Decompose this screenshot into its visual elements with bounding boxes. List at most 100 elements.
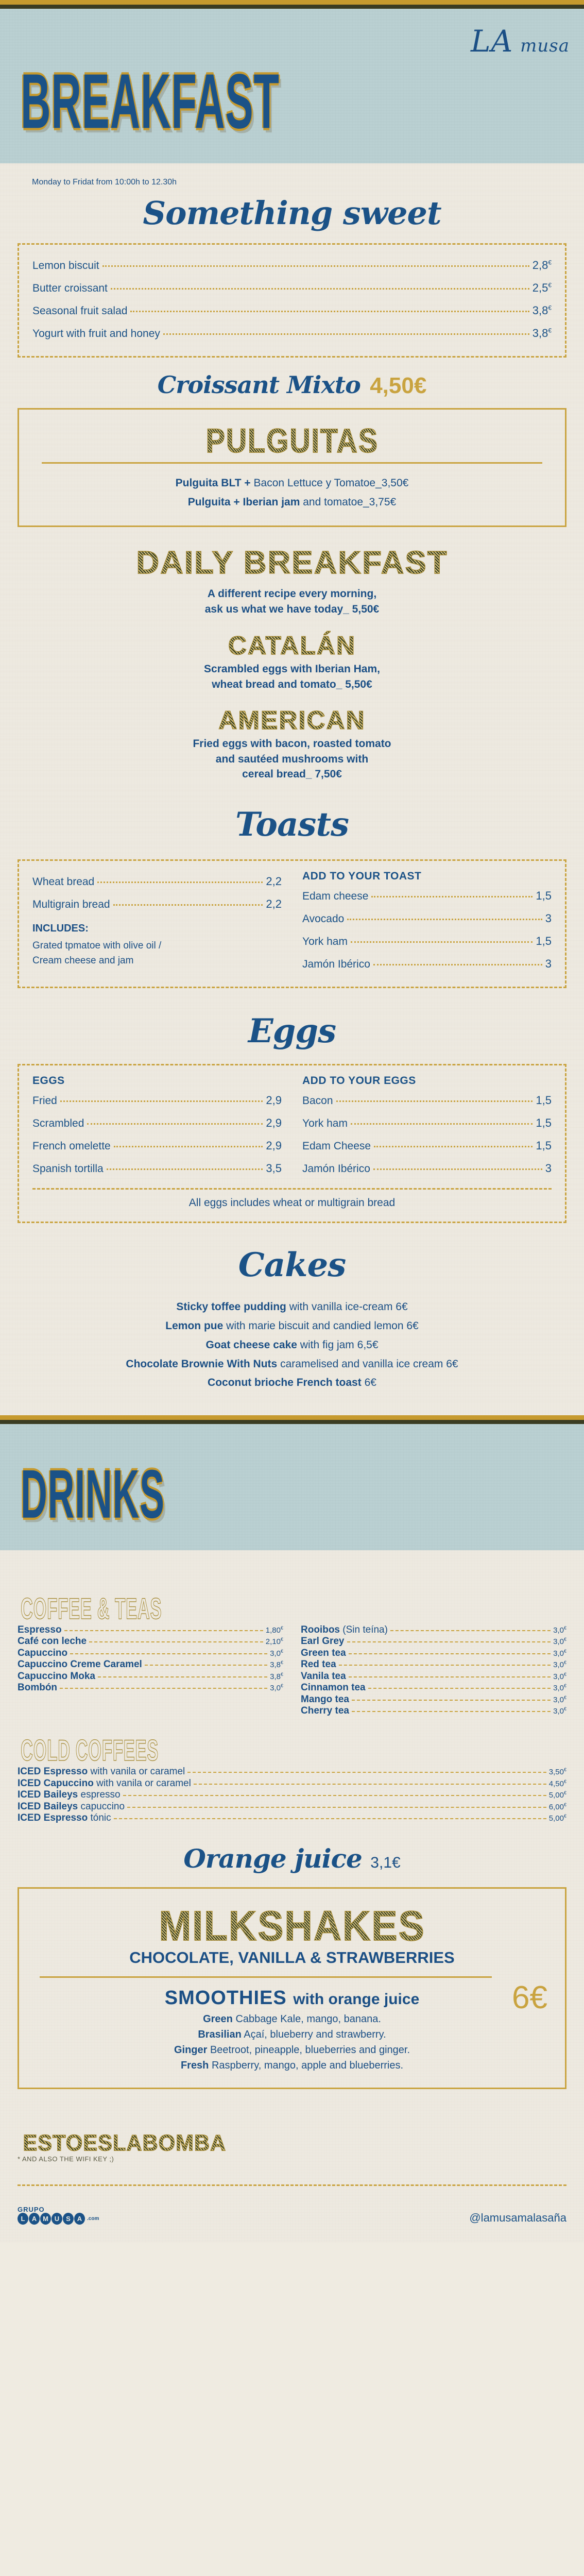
drinks-dark-rule	[0, 1420, 584, 1425]
list-item: Pulguita BLT + Bacon Lettuce y Tomatoe_3…	[32, 474, 552, 493]
milkshakes-divider	[40, 1976, 492, 1978]
logo-l: L	[471, 24, 491, 59]
list-item: ICED Baileys capuccino 6,00€	[18, 1801, 566, 1812]
teas-col: Rooibos (Sin teína) 3,0€ Earl Grey 3,0€ …	[301, 1624, 566, 1717]
list-item: Espresso 1,80€	[18, 1624, 283, 1636]
catalan-line-1: Scrambled eggs with Iberian Ham,	[204, 663, 380, 675]
item-name: ICED Capuccino with vanila or caramel	[18, 1777, 191, 1789]
item-name-bold: Lemon pue	[165, 1320, 224, 1332]
leader-dashes	[351, 1699, 551, 1701]
item-name: ICED Baileys espresso	[18, 1789, 121, 1801]
badge-s: S	[63, 2213, 74, 2225]
item-price: 2,2	[266, 897, 282, 911]
american-line-2: and sautéed mushrooms with	[215, 753, 369, 765]
item-price: 5,00€	[548, 1790, 566, 1800]
list-item: Café con leche 2,10€	[18, 1636, 283, 1647]
item-price: 3,0€	[553, 1660, 566, 1670]
item-price: 3,0€	[553, 1648, 566, 1658]
item-name: Fried	[32, 1095, 57, 1107]
eggs-left-col: EGGS Fried 2,9 Scrambled 2,9 French omel…	[32, 1075, 282, 1180]
item-price: 3,0€	[270, 1648, 283, 1658]
item-name: ICED Espresso with vanila or caramel	[18, 1766, 185, 1777]
american-heading: American	[0, 692, 584, 736]
list-item: Capuccino Creme Caramel 3,8€	[18, 1659, 283, 1670]
list-item: Chocolate Brownie With Nuts caramelised …	[0, 1355, 584, 1374]
item-name-bold: Pulguita BLT +	[175, 477, 251, 489]
toasts-right-col: ADD TO YOUR TOAST Edam cheese 1,5 Avocad…	[302, 870, 552, 975]
item-price: 2,9	[266, 1116, 282, 1130]
list-item: Bacon 1,5	[302, 1089, 552, 1112]
daily-line-2: ask us what we have today_ 5,50€	[204, 603, 380, 615]
grupo-lamusa-logo[interactable]: GRUPO L A M U S A .com	[18, 2207, 99, 2225]
badge-l: L	[18, 2213, 28, 2225]
list-item: ICED Espresso tónic 5,00€	[18, 1812, 566, 1824]
leader-dots	[110, 288, 529, 290]
item-name-bold: Brasilian	[198, 2029, 242, 2041]
item-name: Capuccino Moka	[18, 1670, 95, 1682]
leader-dashes	[127, 1806, 546, 1808]
item-name: Rooibos (Sin teína)	[301, 1624, 388, 1636]
add-to-toast-header: ADD TO YOUR TOAST	[302, 870, 422, 883]
item-name: Green tea	[301, 1647, 346, 1658]
american-title: American	[218, 705, 366, 735]
list-item: Avocado 3	[302, 907, 552, 930]
drinks-header-band	[0, 1424, 584, 1551]
list-item: Edam cheese 1,5	[302, 885, 552, 907]
item-name: Lemon biscuit	[32, 260, 99, 272]
item-name: York ham	[302, 936, 348, 948]
item-price: 3,8€	[270, 1660, 283, 1670]
list-item: Jamón Ibérico 3	[302, 953, 552, 975]
item-price: 1,5	[536, 1094, 552, 1107]
includes-line: Cream cheese and jam	[32, 955, 134, 966]
list-item: York ham 1,5	[302, 930, 552, 953]
footer-bottom: GRUPO L A M U S A .com @lamusamalasaña	[18, 2186, 566, 2242]
item-name: Butter croissant	[32, 282, 108, 294]
leader-dashes	[89, 1641, 263, 1643]
item-price: 1,5	[536, 889, 552, 903]
cold-coffees-title-wrap: COLD COFFEES	[18, 1733, 566, 1767]
item-name: Yogurt with fruit and honey	[32, 328, 160, 340]
item-price: 3,0€	[553, 1637, 566, 1647]
list-item: Vanila tea 3,0€	[301, 1671, 566, 1682]
catalan-heading: Catalán	[0, 617, 584, 662]
item-name: Red tea	[301, 1659, 336, 1670]
drinks-body: Drinks COFFEE & TEAS Espresso 1,80€ Café…	[0, 1461, 584, 2243]
item-name-bold: Coconut brioche French toast	[208, 1377, 362, 1389]
list-item: Earl Grey 3,0€	[301, 1636, 566, 1647]
item-price: 4,50€	[548, 1778, 566, 1788]
item-price: 5,00€	[548, 1813, 566, 1823]
list-item: Rooibos (Sin teína) 3,0€	[301, 1624, 566, 1636]
smoothies-title: SMOOTHIES	[164, 1987, 287, 2009]
something-sweet-box: Lemon biscuit 2,8€ Butter croissant 2,5€…	[18, 243, 566, 358]
list-item: Green Cabbage Kale, mango, banana.	[30, 2011, 554, 2027]
item-name: Capuccino Creme Caramel	[18, 1659, 142, 1670]
eggs-box: EGGS Fried 2,9 Scrambled 2,9 French omel…	[18, 1064, 566, 1224]
leader-dashes	[144, 1665, 268, 1666]
croissant-mixto-row: Croissant Mixto 4,50€	[0, 358, 584, 408]
item-name: Spanish tortilla	[32, 1163, 104, 1175]
item-price: 6,00€	[548, 1802, 566, 1811]
list-item: Scrambled 2,9	[32, 1112, 282, 1134]
leader-dots	[113, 904, 263, 906]
instagram-handle[interactable]: @lamusamalasaña	[469, 2211, 566, 2225]
item-name: Multigrain bread	[32, 899, 110, 911]
item-price: 2,8€	[532, 259, 552, 272]
pulguitas-items: Pulguita BLT + Bacon Lettuce y Tomatoe_3…	[32, 474, 552, 512]
smoothies-heading: SMOOTHIES with orange juice	[30, 1987, 554, 2009]
croissant-mixto-label: Croissant Mixto	[157, 371, 361, 399]
item-price: 2,9	[266, 1094, 282, 1107]
pulguitas-title-wrap: PULGUITAS	[32, 421, 552, 460]
lamusa-badges: L A M U S A .com	[18, 2213, 99, 2225]
leader-dots	[350, 941, 533, 943]
item-price: 3,0€	[553, 1683, 566, 1693]
item-desc: Cabbage Kale, mango, banana.	[232, 2013, 381, 2025]
toasts-title: Toasts	[235, 805, 349, 844]
item-desc: Raspberry, mango, apple and blueberries.	[209, 2060, 404, 2072]
item-name: French omelette	[32, 1140, 111, 1153]
leader-dots	[374, 1146, 533, 1148]
list-item: Cherry tea 3,0€	[301, 1705, 566, 1717]
top-gold-rule	[0, 0, 584, 5]
dotcom-label: .com	[87, 2216, 99, 2222]
list-item: Ginger Beetroot, pineapple, blueberries …	[30, 2042, 554, 2058]
american-desc: Fried eggs with bacon, roasted tomato an…	[0, 736, 584, 782]
